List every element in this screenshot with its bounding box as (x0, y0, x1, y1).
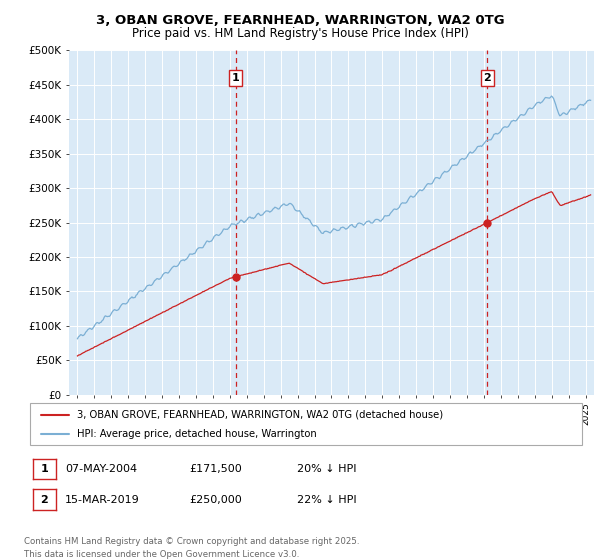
Text: 3, OBAN GROVE, FEARNHEAD, WARRINGTON, WA2 0TG (detached house): 3, OBAN GROVE, FEARNHEAD, WARRINGTON, WA… (77, 409, 443, 419)
Text: Price paid vs. HM Land Registry's House Price Index (HPI): Price paid vs. HM Land Registry's House … (131, 27, 469, 40)
Text: 20% ↓ HPI: 20% ↓ HPI (297, 464, 356, 474)
Text: 3, OBAN GROVE, FEARNHEAD, WARRINGTON, WA2 0TG: 3, OBAN GROVE, FEARNHEAD, WARRINGTON, WA… (95, 14, 505, 27)
Text: 1: 1 (232, 73, 239, 83)
Text: 15-MAR-2019: 15-MAR-2019 (65, 494, 140, 505)
Text: 2: 2 (41, 494, 48, 505)
Text: 2: 2 (484, 73, 491, 83)
Text: 1: 1 (41, 464, 48, 474)
Text: £250,000: £250,000 (189, 494, 242, 505)
Text: 07-MAY-2004: 07-MAY-2004 (65, 464, 137, 474)
Text: Contains HM Land Registry data © Crown copyright and database right 2025.
This d: Contains HM Land Registry data © Crown c… (24, 538, 359, 559)
Text: £171,500: £171,500 (189, 464, 242, 474)
Text: 22% ↓ HPI: 22% ↓ HPI (297, 494, 356, 505)
Text: HPI: Average price, detached house, Warrington: HPI: Average price, detached house, Warr… (77, 429, 317, 439)
